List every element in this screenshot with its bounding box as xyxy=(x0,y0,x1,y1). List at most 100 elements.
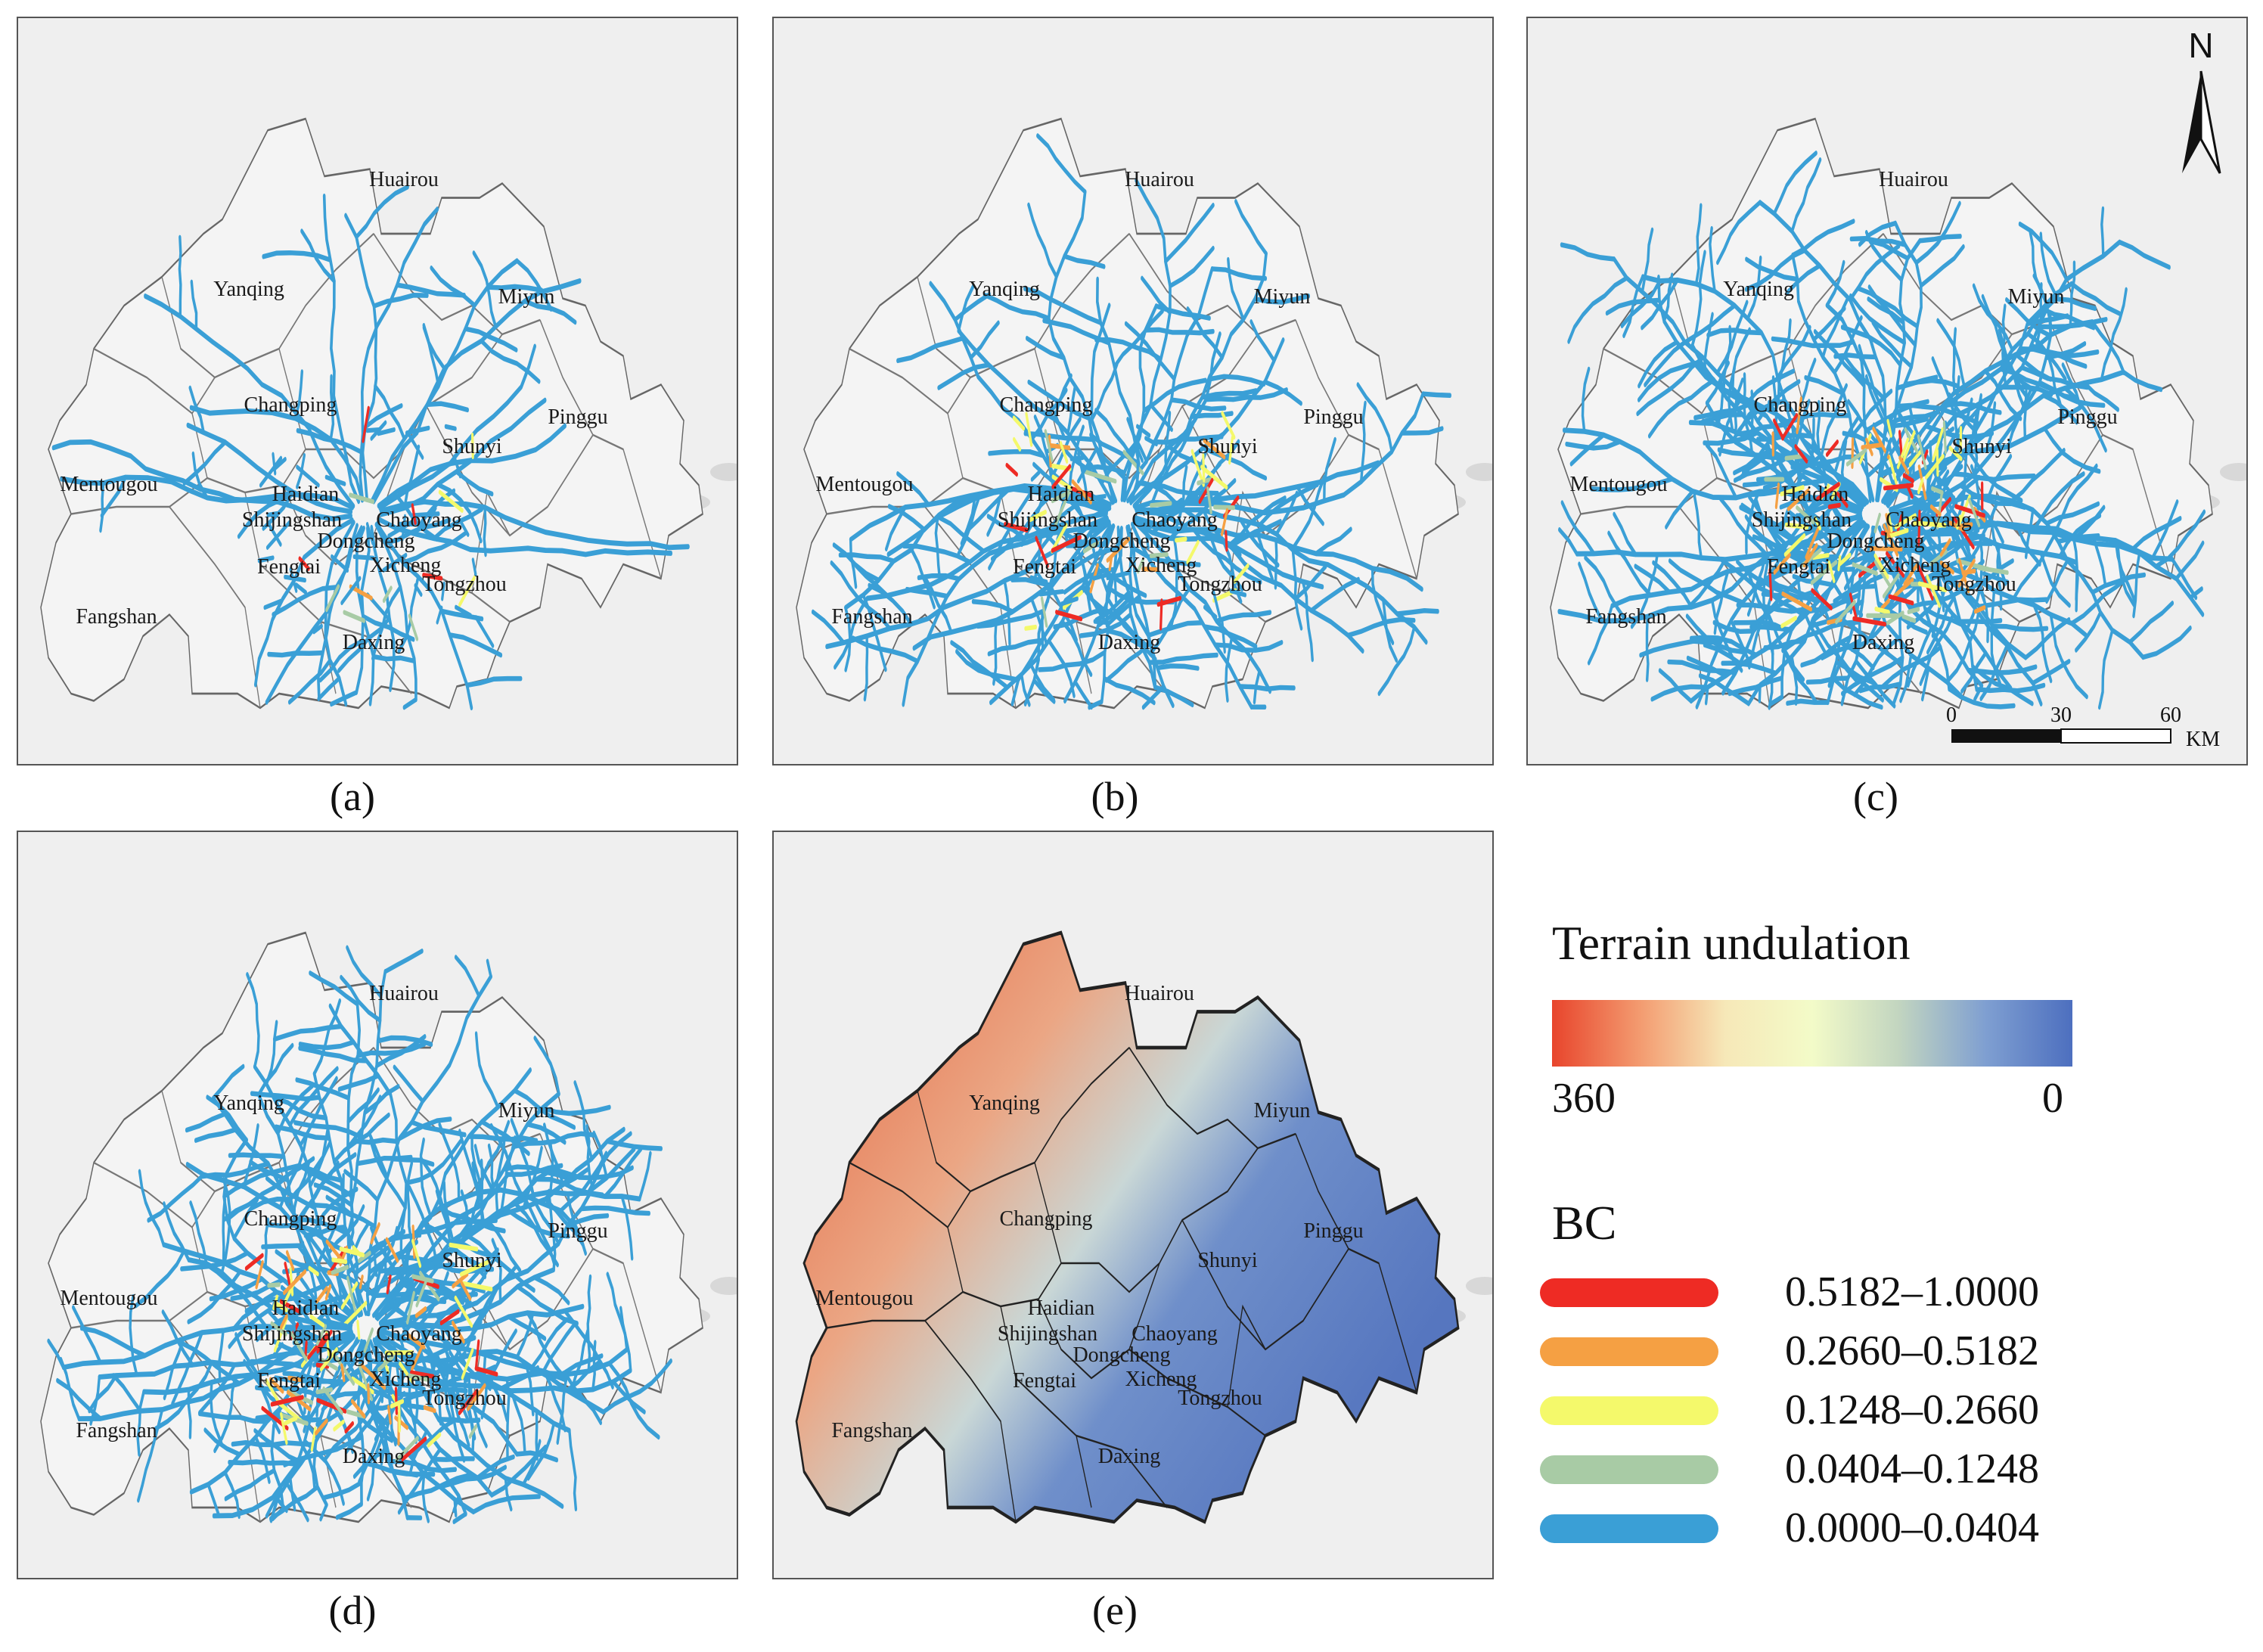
road-segment xyxy=(487,1143,495,1196)
road-segment xyxy=(212,1064,245,1101)
road-segment xyxy=(1038,650,1107,672)
basemap-lake xyxy=(1466,1277,1492,1295)
district-label-tongzhou: Tongzhou xyxy=(422,1386,507,1410)
road-segment xyxy=(283,490,297,497)
road-segment xyxy=(1920,244,1965,288)
road-segment xyxy=(1690,250,1706,348)
road-segment xyxy=(1730,617,1751,666)
road-segment xyxy=(2098,627,2114,710)
road-segment xyxy=(2039,231,2057,297)
road-segment xyxy=(1867,296,1905,325)
road-segment xyxy=(379,498,690,551)
road-segment xyxy=(957,284,975,334)
road-segment xyxy=(376,1067,532,1321)
road-segment xyxy=(1768,567,1773,601)
district-label-haidian: Haidian xyxy=(272,483,340,506)
road-segment xyxy=(565,1359,601,1393)
road-segment xyxy=(1141,567,1159,573)
road-segment xyxy=(411,511,440,518)
road-segment xyxy=(366,1436,383,1501)
road-segment xyxy=(1936,318,1967,394)
district-label-daxing: Daxing xyxy=(343,631,405,654)
road-segment xyxy=(1843,354,1886,402)
road-segment xyxy=(1641,278,1679,331)
basemap-lake xyxy=(710,463,737,481)
road-segment xyxy=(322,1386,343,1415)
road-segment xyxy=(1886,369,2125,508)
district-label-chaoyang: Chaoyang xyxy=(376,508,462,532)
road-segment xyxy=(1103,675,1156,706)
district-label-changping: Changping xyxy=(1754,393,1847,417)
road-segment xyxy=(474,1366,498,1377)
road-segment xyxy=(400,1321,429,1382)
district-label-chaoyang: Chaoyang xyxy=(376,1322,462,1346)
road-segment xyxy=(1565,439,1622,451)
district-label-miyun: Miyun xyxy=(1254,1099,1311,1123)
road-segment xyxy=(386,1458,458,1473)
road-segment xyxy=(343,1300,368,1327)
road-segment xyxy=(1136,424,1151,438)
road-segment xyxy=(1973,605,1986,614)
district-label-changping: Changping xyxy=(244,393,337,417)
road-segment xyxy=(273,1095,327,1121)
district-label-miyun: Miyun xyxy=(498,285,555,309)
road-segment xyxy=(454,955,480,998)
road-segment xyxy=(266,511,278,517)
road-segment xyxy=(1873,553,1889,579)
road-segment xyxy=(1875,428,1889,442)
road-segment xyxy=(1898,455,1910,475)
road-segment xyxy=(638,1150,652,1202)
road-segment xyxy=(420,1156,449,1233)
road-segment xyxy=(2018,346,2088,369)
district-label-shunyi: Shunyi xyxy=(1197,1249,1258,1272)
road-segment xyxy=(2024,616,2071,660)
road-segment xyxy=(408,1287,478,1298)
road-segment xyxy=(1192,526,1262,585)
road-segment xyxy=(1956,514,1961,530)
road-segment xyxy=(1896,437,1909,470)
road-segment xyxy=(515,258,553,312)
district-label-shijingshan: Shijingshan xyxy=(998,508,1097,532)
road-segment xyxy=(541,1320,577,1376)
road-segment xyxy=(396,282,466,298)
road-segment xyxy=(418,1322,447,1383)
district-label-fengtai: Fengtai xyxy=(1013,555,1076,579)
road-segment xyxy=(309,1314,325,1328)
road-segment xyxy=(486,958,492,980)
road-segment xyxy=(281,1400,316,1491)
road-segment xyxy=(955,649,1020,683)
road-segment xyxy=(1932,427,1944,462)
road-segment xyxy=(1917,477,1924,495)
road-segment xyxy=(1892,577,1914,599)
road-segment xyxy=(444,424,457,431)
road-segment xyxy=(88,1373,118,1414)
road-segment xyxy=(1203,438,1226,460)
road-segment xyxy=(293,1160,310,1226)
road-segment xyxy=(272,1342,284,1358)
road-segment xyxy=(180,1250,249,1272)
road-segment xyxy=(1948,392,1977,434)
road-segment xyxy=(284,1261,292,1289)
road-segment xyxy=(1728,366,1736,433)
road-segment xyxy=(356,1319,361,1340)
road-segment xyxy=(1310,576,1360,613)
road-segment xyxy=(490,1444,547,1498)
road-segment xyxy=(1921,666,1930,702)
road-segment xyxy=(2045,501,2100,526)
road-segment xyxy=(315,1324,327,1346)
road-segment xyxy=(288,657,332,705)
road-segment xyxy=(2132,550,2141,619)
road-segment xyxy=(310,1426,317,1452)
road-segment xyxy=(449,1242,479,1252)
road-segment xyxy=(346,1275,356,1312)
road-segment xyxy=(1856,285,1919,329)
road-segment xyxy=(1605,297,1661,316)
road-segment xyxy=(337,1073,380,1092)
road-segment xyxy=(1786,698,1830,706)
road-segment xyxy=(1831,579,1864,618)
road-segment xyxy=(359,1274,364,1290)
road-segment xyxy=(861,592,887,672)
road-segment xyxy=(480,338,541,384)
district-border xyxy=(947,1162,1062,1308)
road-segment xyxy=(1693,492,1703,560)
